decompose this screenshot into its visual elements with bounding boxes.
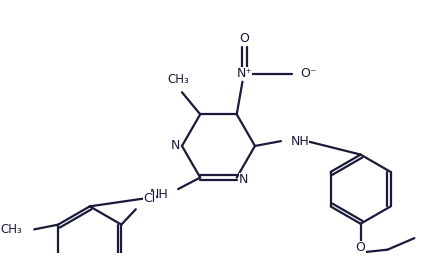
Text: O: O [356,241,365,254]
Text: N: N [170,139,180,153]
Text: NH: NH [150,188,168,201]
Text: N: N [239,173,248,186]
Text: O⁻: O⁻ [301,68,317,81]
Text: Cl: Cl [143,192,156,205]
Text: O: O [240,32,249,45]
Text: CH₃: CH₃ [167,73,189,86]
Text: NH: NH [290,135,309,148]
Text: CH₃: CH₃ [0,223,22,236]
Text: N⁺: N⁺ [237,68,252,81]
